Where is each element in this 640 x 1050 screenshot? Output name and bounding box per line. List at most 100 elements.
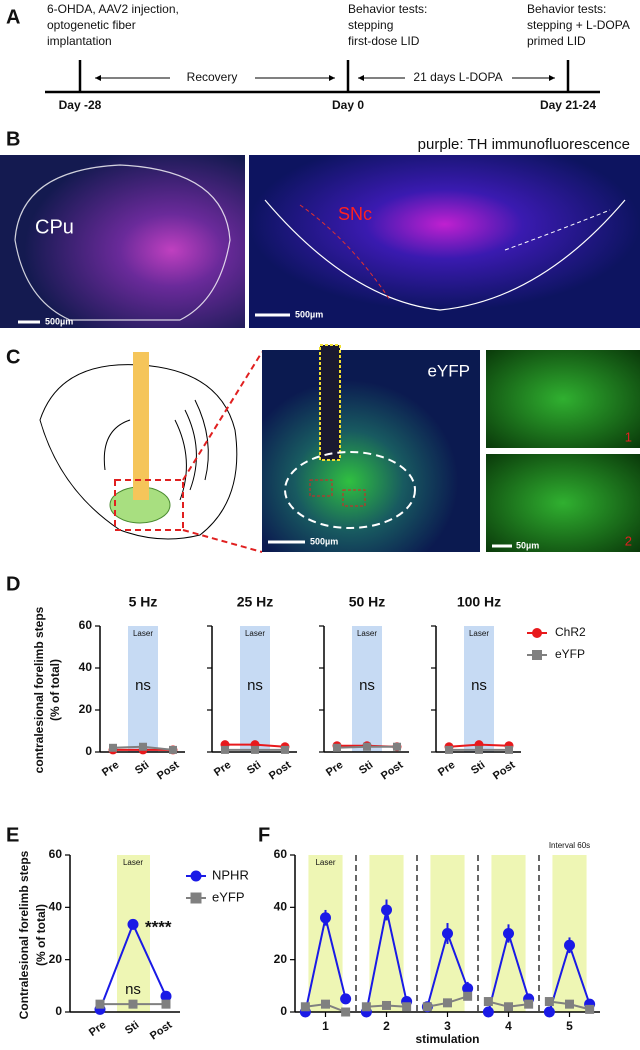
marker xyxy=(443,998,452,1008)
day-label: Day -28 xyxy=(59,98,102,112)
y-axis-title: (% of total) xyxy=(34,904,48,966)
marker xyxy=(251,745,259,754)
marker xyxy=(422,1002,432,1012)
marker xyxy=(363,742,371,751)
marker xyxy=(321,999,330,1009)
legend-label: eYFP xyxy=(555,647,585,661)
region-label: CPu xyxy=(35,216,74,238)
annotation: ns xyxy=(247,677,263,694)
marker xyxy=(463,991,473,1001)
x-tick-label: 2 xyxy=(383,1019,390,1033)
brain-slice-image xyxy=(0,155,245,328)
annotation: Interval 60s xyxy=(549,841,590,850)
marker xyxy=(585,1004,595,1014)
y-axis-title: contralesional forelimb steps xyxy=(32,606,46,773)
subplot-title: 5 Hz xyxy=(129,594,158,610)
marker xyxy=(300,1002,310,1012)
channel-label: eYFP xyxy=(427,361,470,380)
x-tick-label: Sti xyxy=(469,759,487,777)
marker xyxy=(504,1002,513,1012)
event-text: stepping xyxy=(348,18,393,32)
x-tick-label: 1 xyxy=(322,1019,329,1033)
panel-label: D xyxy=(6,573,20,595)
shade-label: Laser xyxy=(315,858,335,867)
day-label: Day 0 xyxy=(332,98,364,112)
marker xyxy=(341,1007,351,1017)
midbrain-image xyxy=(249,155,640,328)
laser-band xyxy=(369,855,404,1012)
scale-bar-label: 50µm xyxy=(516,540,539,550)
shade-label: Laser xyxy=(245,629,265,638)
brain-schematic xyxy=(39,364,238,540)
y-tick-label: 20 xyxy=(274,952,288,966)
event-text: optogenetic fiber xyxy=(47,18,136,32)
y-tick-label: 0 xyxy=(280,1004,287,1018)
y-tick-label: 40 xyxy=(49,900,63,914)
event-text: 6-OHDA, AAV2 injection, xyxy=(47,2,179,16)
marker xyxy=(139,742,147,751)
marker xyxy=(361,1002,371,1012)
marker xyxy=(505,745,513,754)
marker xyxy=(169,745,177,754)
y-tick-label: 60 xyxy=(49,847,63,861)
x-tick-label: Pre xyxy=(436,759,457,779)
shade-label: Laser xyxy=(123,858,143,867)
marker xyxy=(462,982,474,994)
y-tick-label: 0 xyxy=(55,1004,62,1018)
marker xyxy=(95,999,105,1009)
annotation: ns xyxy=(125,981,141,998)
x-tick-label: Post xyxy=(148,1019,175,1043)
laser-band xyxy=(128,626,158,752)
inset-image xyxy=(486,454,640,552)
x-tick-label: Sti xyxy=(123,1019,141,1037)
marker xyxy=(333,743,341,752)
marker xyxy=(503,928,514,939)
scale-bar-label: 500µm xyxy=(295,309,323,319)
x-tick-label: Pre xyxy=(324,759,345,779)
event-text: stepping + L-DOPA xyxy=(527,18,630,32)
marker xyxy=(482,1006,494,1018)
panel-label: F xyxy=(258,824,270,846)
marker xyxy=(442,928,453,939)
laser-band xyxy=(308,855,343,1012)
x-tick-label: Sti xyxy=(245,759,263,777)
legend-label: ChR2 xyxy=(555,625,586,639)
marker xyxy=(543,1006,555,1018)
marker xyxy=(128,999,138,1009)
marker xyxy=(524,999,534,1009)
marker xyxy=(190,892,202,904)
panel-labels: A B C D E F xyxy=(6,6,270,846)
marker xyxy=(281,745,289,754)
x-tick-label: Pre xyxy=(87,1019,108,1039)
marker xyxy=(190,870,202,882)
marker xyxy=(393,742,401,751)
panel-label: C xyxy=(6,346,20,368)
marker xyxy=(564,939,575,951)
annotation: **** xyxy=(145,917,172,936)
laser-band xyxy=(117,855,150,1012)
laser-band xyxy=(552,855,587,1012)
marker xyxy=(382,1000,391,1010)
timeline xyxy=(45,60,600,94)
inset-number: 2 xyxy=(625,533,632,548)
marker xyxy=(565,999,574,1009)
laser-band xyxy=(352,626,382,752)
inset-image xyxy=(486,350,640,448)
annotation: ns xyxy=(359,677,375,694)
scale-bar-label: 500µm xyxy=(45,316,73,326)
event-text: Behavior tests: xyxy=(527,2,606,16)
panel-label: E xyxy=(6,824,19,846)
legend-label: eYFP xyxy=(212,889,245,904)
marker xyxy=(532,650,542,660)
marker xyxy=(544,997,554,1007)
inset-number: 1 xyxy=(625,429,632,444)
x-tick-label: Post xyxy=(267,759,294,783)
subplot-title: 25 Hz xyxy=(237,594,274,610)
region-label: SNc xyxy=(338,204,372,224)
x-tick-label: Post xyxy=(379,759,406,783)
day-label: Day 21-24 xyxy=(540,98,596,112)
y-tick-label: 0 xyxy=(85,744,92,758)
marker xyxy=(445,745,453,754)
event-text: Behavior tests: xyxy=(348,2,427,16)
